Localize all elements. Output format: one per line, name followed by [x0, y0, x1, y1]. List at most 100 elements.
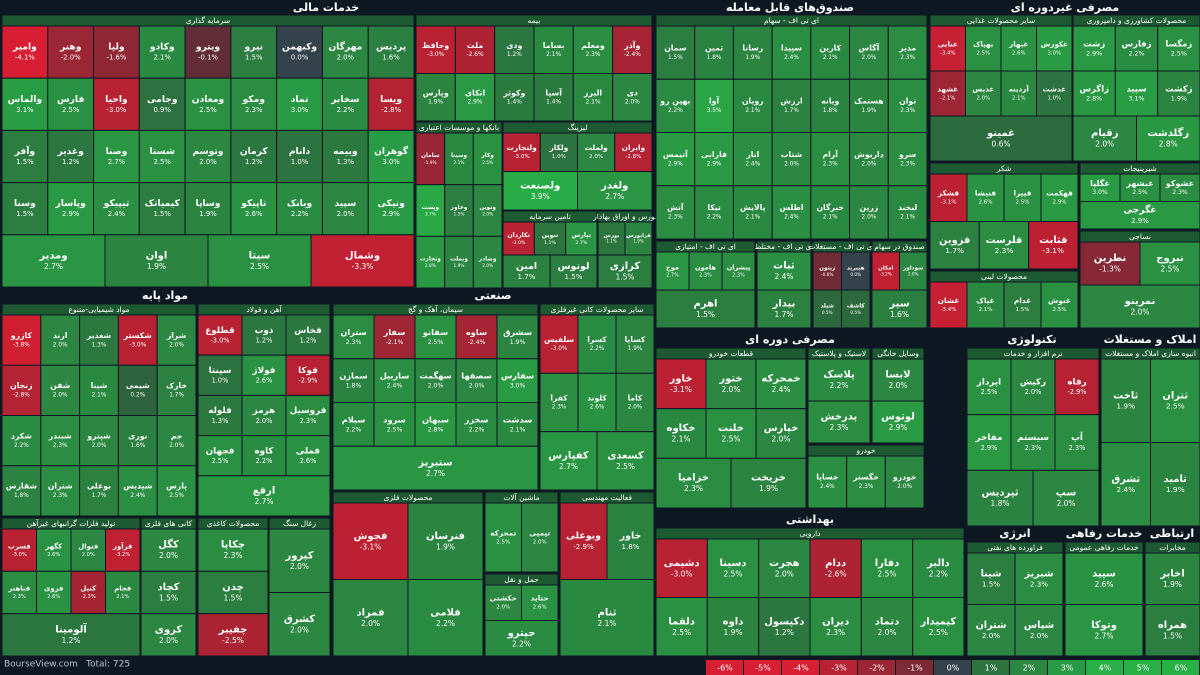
stock-tile [140, 570, 197, 615]
stock-name: وساپا [196, 199, 221, 209]
stock-change: 1.9% [1171, 96, 1187, 103]
stock-name: غنوش [1048, 296, 1071, 305]
stock-change: 2.3% [1025, 444, 1042, 452]
stock-name: بیدار [772, 299, 796, 310]
stock-name: زفارس [1121, 38, 1151, 49]
stock-change: 1.2% [61, 636, 80, 645]
stock-change: 2.0% [908, 271, 919, 276]
stock-change: 1.0% [1048, 95, 1062, 101]
stock-change: 1.8% [622, 542, 640, 551]
stock-change: 2.9% [382, 210, 400, 218]
stock-tile [444, 132, 474, 186]
stock-name: وایران [622, 143, 646, 152]
stock-name: ولملت [584, 143, 608, 152]
stock-name: خاور [619, 531, 642, 542]
stock-name: ارزش [780, 97, 802, 107]
stock-name: هامون [695, 263, 716, 271]
stock-tile [1032, 469, 1100, 527]
stock-name: ثمین [705, 43, 723, 52]
stock-name: شکستر [123, 331, 152, 340]
stock-change: 2.0% [159, 636, 178, 645]
sector-title: بیمه [528, 16, 541, 25]
stock-name: ولتجارت [506, 143, 537, 152]
stock-tile [117, 364, 158, 416]
stock-change: 1.6% [890, 310, 909, 319]
stock-change: 2.9% [62, 210, 80, 218]
stock-tile [502, 254, 551, 289]
stock-tile [268, 528, 331, 593]
stock-tile [1040, 173, 1079, 222]
stock-change: 2.1% [586, 99, 601, 105]
stock-name: فلامی [430, 607, 460, 618]
stock-tile [929, 115, 1073, 162]
stock-change: 2.0% [337, 54, 355, 62]
stock-change: 2.4% [1116, 485, 1135, 494]
stock-tile [771, 78, 812, 133]
stock-tile [615, 372, 655, 433]
brand: BourseView.com [4, 660, 78, 670]
stock-change: 0.0% [850, 272, 861, 278]
stock-name: فجوش [354, 531, 388, 542]
stock-change: 2.2% [14, 443, 29, 449]
stock-tile [694, 185, 734, 240]
stock-change: 2.3% [346, 339, 362, 346]
stock-tile [276, 182, 323, 236]
stock-name: شتاب [781, 150, 802, 159]
stock-name: ثپردیس [981, 488, 1018, 499]
stock-tile [521, 584, 559, 621]
stock-change: 2.0% [1030, 631, 1048, 640]
stock-change: -2.8% [625, 154, 641, 160]
stock-tile [615, 314, 655, 374]
stock-change: 2.1% [92, 393, 107, 399]
stock-name: سفانو [422, 327, 448, 338]
stock-name: غبشهر [1125, 179, 1153, 188]
stock-change: -2.1% [940, 95, 955, 101]
stock-name: سیستم [1017, 433, 1049, 443]
stock-tile [614, 132, 653, 172]
stock-name: زقیام [1091, 128, 1119, 139]
stock-change: 2.6% [533, 605, 547, 611]
stock-name: آرام [822, 149, 838, 159]
stock-name: وصنا [106, 147, 128, 157]
stock-tile [694, 132, 734, 187]
stock-tile [472, 132, 503, 186]
stock-tile [1028, 221, 1079, 270]
stock-change: 2.4% [130, 493, 145, 499]
sector-title: محصولات لبنی [981, 272, 1027, 281]
stock-name: تاپیکو [240, 199, 266, 209]
group-title: مواد پایه [142, 289, 188, 302]
stock-name: سفارس [501, 371, 534, 382]
stock-change: 1.9% [428, 99, 443, 105]
stock-change: -3.0% [129, 342, 146, 348]
stock-change: 1.5% [615, 273, 634, 282]
stock-name: آتش [667, 202, 684, 213]
stock-name: پردیس [376, 43, 406, 53]
stock-change: 1.0% [291, 158, 309, 166]
legend-swatch [1048, 660, 1085, 675]
stock-change: 1.7% [945, 246, 964, 255]
stock-change: 2.4% [820, 484, 835, 490]
sector-title: نساجی [1129, 232, 1151, 241]
stock-name: زنجان [10, 381, 32, 390]
stock-change: 3.1% [1128, 96, 1144, 103]
stock-name: آپ [1071, 431, 1084, 443]
stock-name: ونوین [479, 205, 496, 211]
stock-change: 0.2% [130, 393, 145, 399]
stock-change: -2.3% [81, 594, 96, 600]
stock-name: خلنت [718, 423, 744, 434]
stock-tile [807, 400, 871, 444]
legend-label: 4% [1099, 664, 1112, 673]
stock-change: 1.7% [518, 272, 536, 281]
stock-name: هیبرید [847, 265, 865, 271]
stock-change: 2.5% [981, 388, 998, 396]
stock-tile [40, 314, 81, 366]
stock-tile [1159, 173, 1200, 202]
stock-tile [1, 25, 49, 79]
stock-name: شبندر [48, 431, 72, 440]
sector-title: شیرینیجات [1123, 164, 1157, 173]
stock-name: شغدیر [86, 331, 111, 340]
stock-name: ویسا [380, 95, 402, 105]
stock-tile [1064, 552, 1144, 605]
stock-name: سلفیس [544, 335, 574, 344]
stock-name: اهرم [694, 299, 718, 310]
